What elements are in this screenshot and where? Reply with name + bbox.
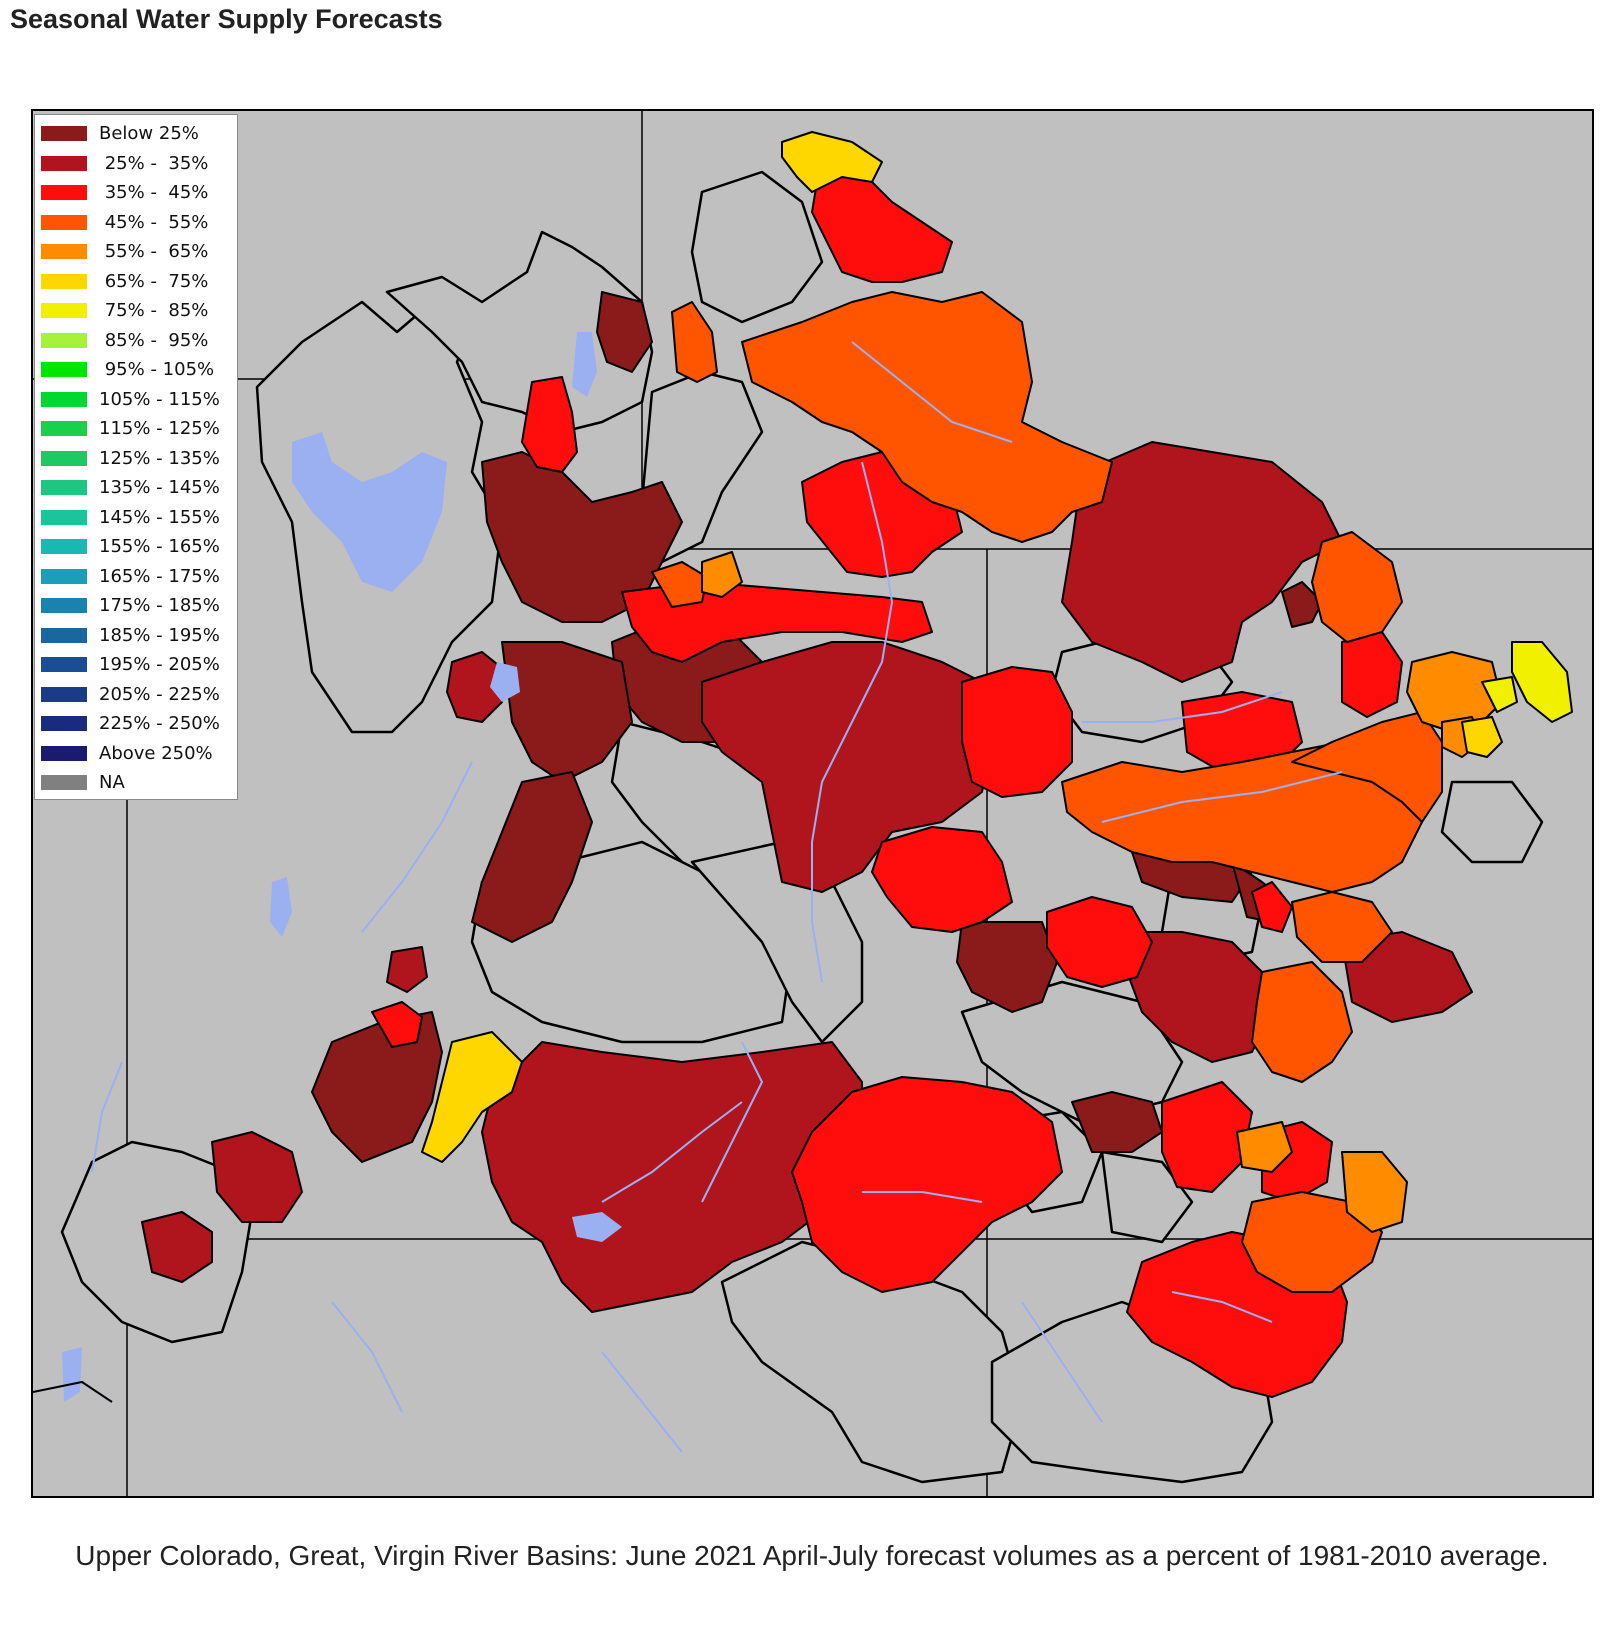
basins-25-35 bbox=[141, 441, 1473, 1313]
legend-label: 195% - 205% bbox=[99, 654, 220, 676]
legend-label: 75% - 85% bbox=[99, 300, 209, 322]
legend-swatch bbox=[41, 303, 87, 319]
legend-swatch bbox=[41, 627, 87, 643]
legend-item: 85% - 95% bbox=[41, 326, 231, 356]
legend-item: 125% - 135% bbox=[41, 444, 231, 474]
legend-item: Below 25% bbox=[41, 119, 231, 149]
basins-below-25 bbox=[311, 291, 1323, 1163]
rivers bbox=[33, 341, 1343, 1453]
legend-swatch bbox=[41, 332, 87, 348]
legend-label: 55% - 65% bbox=[99, 241, 209, 263]
legend-item: 175% - 185% bbox=[41, 591, 231, 621]
legend-item: 65% - 75% bbox=[41, 267, 231, 297]
legend-item: 155% - 165% bbox=[41, 532, 231, 562]
legend-swatch bbox=[41, 568, 87, 584]
legend-item: 165% - 175% bbox=[41, 562, 231, 592]
legend-item: 135% - 145% bbox=[41, 473, 231, 503]
legend-swatch bbox=[41, 126, 87, 142]
legend-item: 45% - 55% bbox=[41, 208, 231, 238]
water-bodies bbox=[62, 332, 622, 1402]
legend-swatch bbox=[41, 450, 87, 466]
legend-label: 145% - 155% bbox=[99, 506, 220, 528]
legend-swatch bbox=[41, 421, 87, 437]
legend-swatch bbox=[41, 539, 87, 555]
legend-item: 25% - 35% bbox=[41, 149, 231, 179]
legend-label: Below 25% bbox=[99, 123, 199, 145]
legend-label: NA bbox=[99, 772, 125, 794]
map-caption: Upper Colorado, Great, Virgin River Basi… bbox=[75, 1540, 1549, 1571]
legend-item: Above 250% bbox=[41, 739, 231, 769]
legend-swatch bbox=[41, 214, 87, 230]
legend-item: 105% - 115% bbox=[41, 385, 231, 415]
legend-label: 85% - 95% bbox=[99, 329, 209, 351]
legend-item: 185% - 195% bbox=[41, 621, 231, 651]
legend-item: 225% - 250% bbox=[41, 709, 231, 739]
legend-swatch bbox=[41, 273, 87, 289]
legend-label: 65% - 75% bbox=[99, 270, 209, 292]
legend-label: 95% - 105% bbox=[99, 359, 215, 381]
legend-item: 145% - 155% bbox=[41, 503, 231, 533]
legend-label: 25% - 35% bbox=[99, 152, 209, 174]
legend-item: 115% - 125% bbox=[41, 414, 231, 444]
legend-swatch bbox=[41, 716, 87, 732]
legend-swatch bbox=[41, 391, 87, 407]
legend-label: 205% - 225% bbox=[99, 683, 220, 705]
legend-swatch bbox=[41, 745, 87, 761]
legend-label: 115% - 125% bbox=[99, 418, 220, 440]
legend-label: 185% - 195% bbox=[99, 624, 220, 646]
basin-map[interactable]: Below 25% 25% - 35% 35% - 45% 45% - 55% … bbox=[31, 109, 1594, 1498]
basins-55-65 bbox=[701, 551, 1503, 1233]
legend-swatch bbox=[41, 686, 87, 702]
legend-label: 35% - 45% bbox=[99, 182, 209, 204]
legend-label: 155% - 165% bbox=[99, 536, 220, 558]
legend-swatch bbox=[41, 480, 87, 496]
legend-swatch bbox=[41, 657, 87, 673]
basins-75-85 bbox=[1481, 641, 1573, 723]
legend-swatch bbox=[41, 598, 87, 614]
legend-label: 175% - 185% bbox=[99, 595, 220, 617]
map-legend: Below 25% 25% - 35% 35% - 45% 45% - 55% … bbox=[34, 114, 238, 800]
legend-label: 125% - 135% bbox=[99, 447, 220, 469]
legend-item: 95% - 105% bbox=[41, 355, 231, 385]
legend-swatch bbox=[41, 509, 87, 525]
legend-label: Above 250% bbox=[99, 742, 213, 764]
basins-65-75 bbox=[421, 131, 1503, 1163]
legend-item: 35% - 45% bbox=[41, 178, 231, 208]
basin-map-canvas bbox=[33, 111, 1592, 1496]
legend-label: 45% - 55% bbox=[99, 211, 209, 233]
legend-item: 205% - 225% bbox=[41, 680, 231, 710]
legend-swatch bbox=[41, 155, 87, 171]
dark-border-segments bbox=[33, 1380, 113, 1403]
legend-label: 105% - 115% bbox=[99, 388, 220, 410]
page-title: Seasonal Water Supply Forecasts bbox=[10, 4, 443, 34]
legend-item: NA bbox=[41, 768, 231, 798]
legend-swatch bbox=[41, 244, 87, 260]
legend-label: 225% - 250% bbox=[99, 713, 220, 735]
legend-item: 75% - 85% bbox=[41, 296, 231, 326]
legend-swatch bbox=[41, 185, 87, 201]
legend-swatch bbox=[41, 775, 87, 791]
legend-swatch bbox=[41, 362, 87, 378]
legend-item: 55% - 65% bbox=[41, 237, 231, 267]
legend-label: 165% - 175% bbox=[99, 565, 220, 587]
legend-label: 135% - 145% bbox=[99, 477, 220, 499]
legend-item: 195% - 205% bbox=[41, 650, 231, 680]
basins-35-45 bbox=[371, 171, 1403, 1398]
basins-45-55 bbox=[651, 291, 1443, 1293]
